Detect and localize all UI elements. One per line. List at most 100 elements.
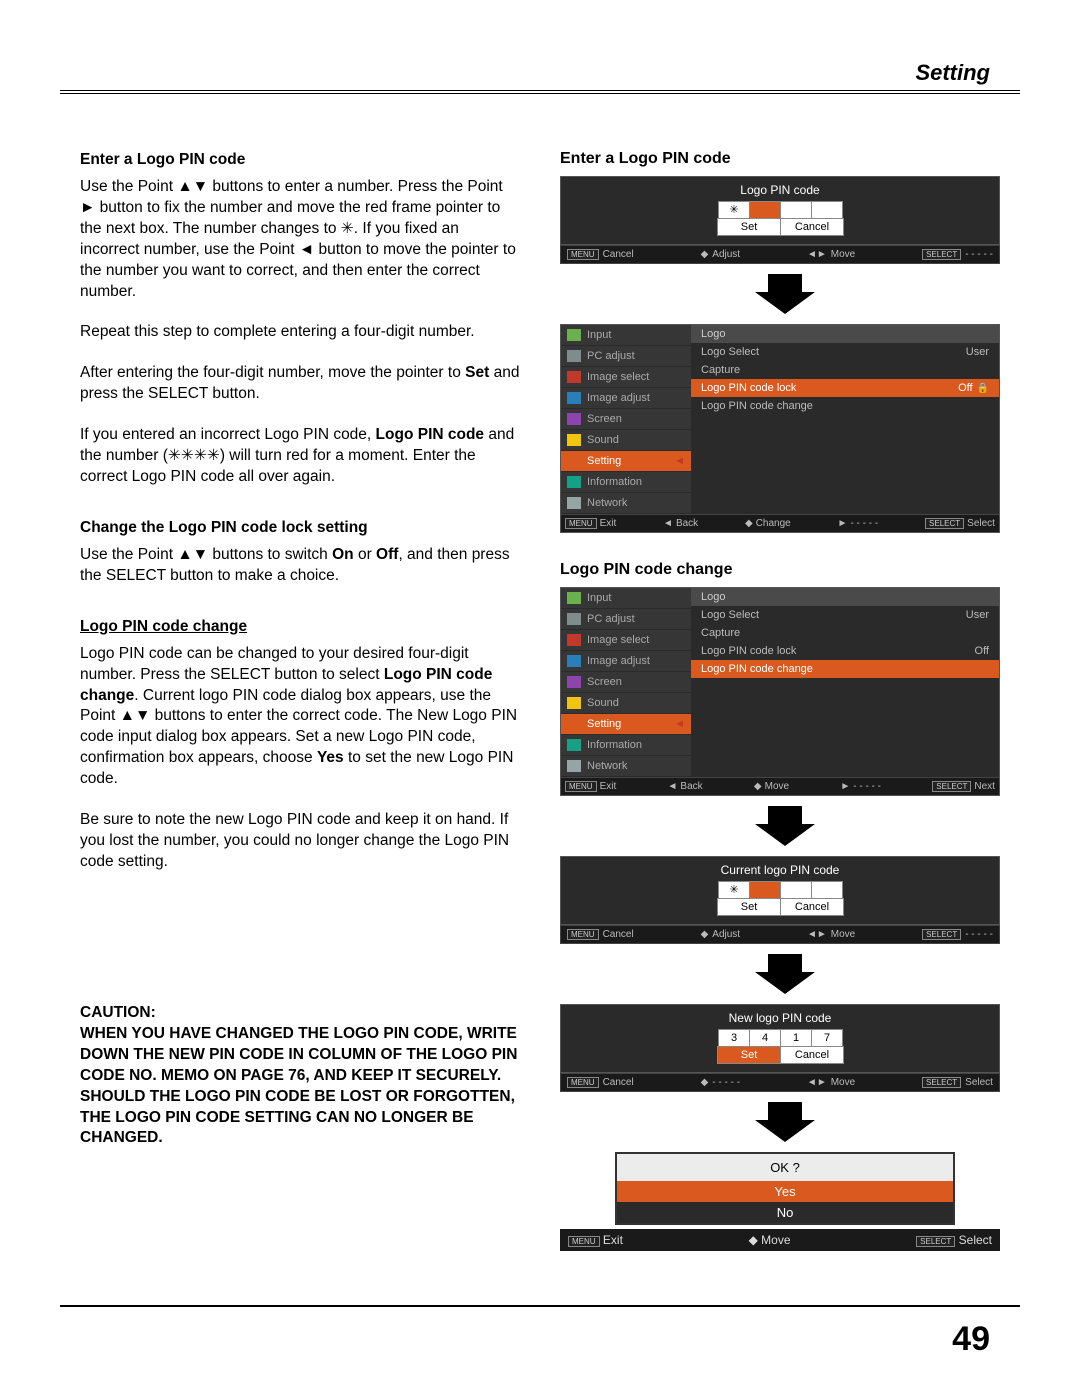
sidebar-item-label: Image adjust	[587, 392, 650, 404]
text: Use the Point ▲▼ buttons to switch	[80, 546, 332, 563]
para-5: Use the Point ▲▼ buttons to switch On or…	[80, 545, 520, 587]
menu-icon	[567, 455, 581, 467]
menu-row[interactable]: Logo SelectUser	[691, 606, 999, 624]
menu-row-value: User	[966, 609, 989, 621]
select-badge: SELECT	[922, 249, 961, 260]
cancel-button[interactable]: Cancel	[780, 898, 844, 916]
menu-icon	[567, 371, 581, 383]
heading-right-1: Enter a Logo PIN code	[560, 150, 1010, 168]
sidebar-item-network[interactable]: Network	[561, 493, 691, 514]
pin-row: ✳	[569, 201, 991, 219]
pin-cell[interactable]	[811, 881, 843, 899]
sidebar-item-input[interactable]: Input	[561, 588, 691, 609]
pin-cell[interactable]	[780, 201, 812, 219]
sidebar-item-label: Screen	[587, 413, 622, 425]
sidebar-item-pc-adjust[interactable]: PC adjust	[561, 346, 691, 367]
sidebar-item-image-select[interactable]: Image select	[561, 630, 691, 651]
menu-row[interactable]: Capture	[691, 624, 999, 642]
status-move: Move	[831, 1077, 855, 1088]
status-dash: - - - - -	[853, 781, 881, 792]
sidebar-item-pc-adjust[interactable]: PC adjust	[561, 609, 691, 630]
arrow-down-icon	[755, 1102, 815, 1142]
pin-cell[interactable]: 7	[811, 1029, 843, 1047]
pin-cell[interactable]	[811, 201, 843, 219]
menu-row[interactable]: Logo PIN code lock Off🔒	[691, 379, 999, 397]
status-cancel: Cancel	[603, 929, 634, 940]
menu-icon	[567, 392, 581, 404]
set-button[interactable]: Set	[717, 218, 781, 236]
cancel-button[interactable]: Cancel	[780, 1046, 844, 1064]
pin-row: ✳	[569, 881, 991, 899]
menu-row[interactable]: Logo PIN code lockOff	[691, 642, 999, 660]
select-badge: SELECT	[932, 781, 971, 792]
pin-cell-active[interactable]	[749, 881, 781, 899]
left-column: Enter a Logo PIN code Use the Point ▲▼ b…	[80, 150, 520, 1251]
pin-cell[interactable]: ✳	[718, 881, 750, 899]
status-move: Move	[761, 1233, 790, 1247]
status-exit: Exit	[600, 781, 617, 792]
sidebar-item-label: Input	[587, 592, 611, 604]
set-button[interactable]: Set	[717, 898, 781, 916]
pin-dialog-logo: Logo PIN code ✳ Set Cancel	[560, 176, 1000, 245]
select-badge: SELECT	[925, 518, 964, 529]
sidebar-item-sound[interactable]: Sound	[561, 693, 691, 714]
sidebar-item-information[interactable]: Information	[561, 735, 691, 756]
menu-row-value: Off🔒	[958, 382, 989, 394]
sidebar-item-image-adjust[interactable]: Image adjust	[561, 651, 691, 672]
menu-icon	[567, 476, 581, 488]
sidebar-item-label: Setting	[587, 718, 621, 730]
menu-icon	[567, 634, 581, 646]
menu-icon	[567, 739, 581, 751]
sidebar-item-sound[interactable]: Sound	[561, 430, 691, 451]
pin-dialog-current: Current logo PIN code ✳ Set Cancel	[560, 856, 1000, 925]
pin-cell[interactable]: ✳	[718, 201, 750, 219]
menu-badge: MENU	[567, 929, 599, 940]
para-2: Repeat this step to complete entering a …	[80, 322, 520, 343]
sidebar-item-image-adjust[interactable]: Image adjust	[561, 388, 691, 409]
caution-body: WHEN YOU HAVE CHANGED THE LOGO PIN CODE,…	[80, 1025, 517, 1147]
menu-row-value: Off	[975, 645, 989, 657]
sidebar-item-setting[interactable]: Setting◄	[561, 451, 691, 472]
pin-cell-active[interactable]	[749, 201, 781, 219]
menu-sidebar: Input PC adjust Image selectImage adjustSc…	[561, 588, 691, 777]
confirm-no[interactable]: No	[617, 1202, 953, 1223]
sidebar-item-screen[interactable]: Screen	[561, 672, 691, 693]
sidebar-item-label: Information	[587, 739, 642, 751]
menu-row-label: Logo PIN code lock	[701, 382, 796, 394]
sidebar-item-network[interactable]: Network	[561, 756, 691, 777]
status-select: Select	[965, 1077, 993, 1088]
sidebar-item-information[interactable]: Information	[561, 472, 691, 493]
caution-label: CAUTION:	[80, 1004, 156, 1021]
status-select: Select	[967, 518, 995, 529]
menu-screenshot-1: InputPC adjust Image select Image adjust Sc…	[560, 324, 1000, 533]
sidebar-item-label: PC adjust	[587, 613, 635, 625]
pin-cell[interactable]: 4	[749, 1029, 781, 1047]
sidebar-item-setting[interactable]: Setting◄	[561, 714, 691, 735]
sidebar-item-label: Information	[587, 476, 642, 488]
menu-row[interactable]: Logo PIN code change	[691, 397, 999, 415]
pin-cell[interactable]: 3	[718, 1029, 750, 1047]
para-1: Use the Point ▲▼ buttons to enter a numb…	[80, 177, 520, 303]
status-exit: Exit	[603, 1233, 623, 1247]
set-button[interactable]: Set	[717, 1046, 781, 1064]
sidebar-item-input[interactable]: Input	[561, 325, 691, 346]
menu-row[interactable]: Logo SelectUser	[691, 343, 999, 361]
menu-row-label: Logo Select	[701, 346, 759, 358]
sidebar-item-screen[interactable]: Screen	[561, 409, 691, 430]
pin-cell[interactable]	[780, 881, 812, 899]
pin-dialog-title: Logo PIN code	[569, 183, 991, 201]
pin-cell[interactable]: 1	[780, 1029, 812, 1047]
status-exit: Exit	[600, 518, 617, 529]
menu-sidebar: InputPC adjust Image select Image adjust Sc…	[561, 325, 691, 514]
sidebar-item-image-select[interactable]: Image select	[561, 367, 691, 388]
menu-main-header: Logo	[691, 325, 999, 343]
pin-dialog-title: New logo PIN code	[569, 1011, 991, 1029]
confirm-yes[interactable]: Yes	[617, 1181, 953, 1202]
menu-icon	[567, 350, 581, 362]
menu-row[interactable]: Capture	[691, 361, 999, 379]
cancel-button[interactable]: Cancel	[780, 218, 844, 236]
menu-row[interactable]: Logo PIN code change	[691, 660, 999, 678]
menu-row-label: Capture	[701, 627, 740, 639]
menu-row-label: Logo PIN code change	[701, 663, 813, 675]
sidebar-item-label: Image select	[587, 371, 649, 383]
